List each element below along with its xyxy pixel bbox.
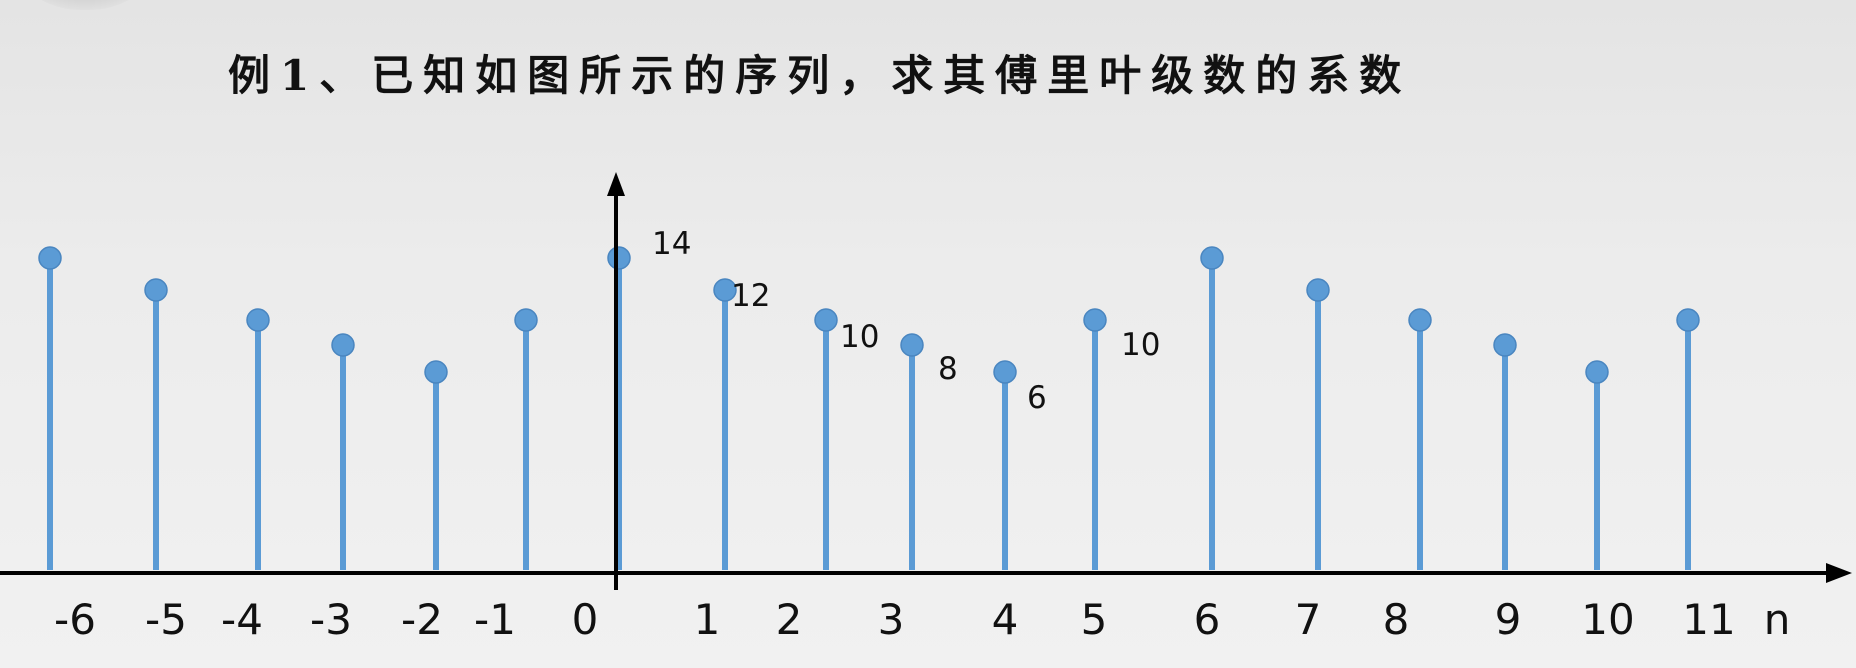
- x-tick-label: 3: [878, 595, 905, 644]
- x-tick-label: -3: [310, 595, 352, 644]
- x-tick-label: 1: [694, 595, 721, 644]
- stems-layer: [38, 246, 1700, 570]
- x-tick-label: 4: [992, 595, 1019, 644]
- x-tick-label: 9: [1495, 595, 1522, 644]
- corner-decoration: [0, 0, 170, 10]
- stem-marker: [1306, 278, 1330, 302]
- value-labels: 14 12 10 8 6 10: [652, 226, 1160, 416]
- value-label: 14: [652, 226, 691, 262]
- stem-marker: [814, 308, 838, 332]
- value-label: 6: [1027, 380, 1047, 416]
- value-label: 10: [1121, 327, 1160, 363]
- value-label: 12: [731, 278, 770, 314]
- axes-layer: [0, 172, 1852, 590]
- x-tick-label: 8: [1383, 595, 1410, 644]
- stem-marker: [900, 333, 924, 357]
- x-tick-label: -1: [474, 595, 516, 644]
- page-title: 例1、已知如图所示的序列，求其傅里叶级数的系数: [228, 51, 1412, 100]
- y-axis-arrow: [607, 172, 625, 196]
- x-tick-label: 11: [1682, 595, 1735, 644]
- tick-labels: -6 -5 -4 -3 -2 -1 0 1 2 3 4 5 6 7 8 9 10 11: [54, 595, 1736, 644]
- stem-marker: [1676, 308, 1700, 332]
- stem-marker: [246, 308, 270, 332]
- stem-marker: [144, 278, 168, 302]
- x-tick-label: 6: [1194, 595, 1221, 644]
- x-tick-label: 2: [776, 595, 803, 644]
- stem-marker: [331, 333, 355, 357]
- stem-marker: [514, 308, 538, 332]
- x-tick-label: 7: [1295, 595, 1322, 644]
- value-label: 10: [840, 319, 879, 355]
- stem-marker: [993, 360, 1017, 384]
- x-axis-arrow: [1826, 563, 1852, 583]
- stem-marker: [1083, 308, 1107, 332]
- value-label: 8: [938, 351, 958, 387]
- stem-marker: [1493, 333, 1517, 357]
- x-tick-label: -4: [221, 595, 263, 644]
- stem-marker: [1408, 308, 1432, 332]
- x-tick-label: -2: [401, 595, 443, 644]
- x-tick-label: 0: [572, 595, 599, 644]
- x-tick-label: 5: [1081, 595, 1108, 644]
- stem-marker: [1585, 360, 1609, 384]
- x-tick-label: 10: [1581, 595, 1634, 644]
- stem-marker: [607, 246, 631, 270]
- x-tick-label: -5: [145, 595, 187, 644]
- x-axis-label: n: [1764, 595, 1791, 644]
- x-tick-label: -6: [54, 595, 96, 644]
- stem-marker: [713, 278, 737, 302]
- stem-marker: [1200, 246, 1224, 270]
- stem-marker: [424, 360, 448, 384]
- stem-marker: [38, 246, 62, 270]
